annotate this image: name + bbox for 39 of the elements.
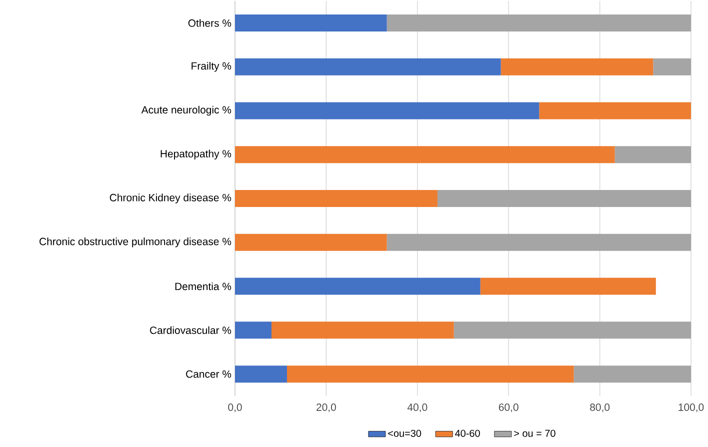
- bar: [235, 278, 480, 295]
- bar: [235, 366, 287, 383]
- bar: [271, 322, 454, 339]
- y-tick-label: Cardiovascular %: [150, 326, 232, 334]
- legend-label: > ou = 70: [514, 430, 556, 437]
- y-tick-label: Dementia %: [175, 282, 232, 290]
- legend-label: 40-60: [455, 430, 480, 437]
- bar: [437, 190, 692, 208]
- x-tick-label: 60,0: [498, 404, 518, 412]
- bar: [235, 190, 438, 208]
- y-tick-label: Hepatopathy %: [160, 150, 232, 160]
- y-tick-label: Acute neurologic %: [141, 106, 232, 116]
- x-tick-label: 20,0: [316, 404, 336, 412]
- x-tick-label: 40,0: [407, 404, 428, 412]
- y-tick-label: Frailty %: [192, 62, 232, 72]
- bar: [653, 58, 692, 76]
- x-tick-label: 0,0: [228, 404, 242, 412]
- bar: [235, 14, 387, 32]
- legend-label: <ou=30: [388, 430, 422, 437]
- bar: [386, 234, 692, 251]
- bar: [480, 278, 656, 295]
- y-tick-label: Chronic Kidney disease %: [110, 194, 232, 204]
- bar: [235, 146, 615, 164]
- bar: [574, 366, 692, 383]
- y-tick-label: Chronic obstructive pulmonary disease %: [40, 238, 232, 248]
- bar: [500, 58, 654, 76]
- bar: [235, 234, 387, 251]
- bar: [235, 102, 540, 120]
- bar: [235, 58, 501, 76]
- bar: [454, 322, 692, 339]
- y-tick-label: Cancer %: [186, 370, 232, 378]
- y-tick-label: Others %: [188, 19, 232, 27]
- bar: [386, 14, 692, 32]
- x-tick-label: 100,0: [678, 404, 704, 412]
- bar: [539, 102, 692, 120]
- bar: [286, 366, 574, 383]
- bar: [235, 322, 272, 339]
- x-tick-label: 80,0: [590, 404, 610, 412]
- bar: [614, 146, 692, 164]
